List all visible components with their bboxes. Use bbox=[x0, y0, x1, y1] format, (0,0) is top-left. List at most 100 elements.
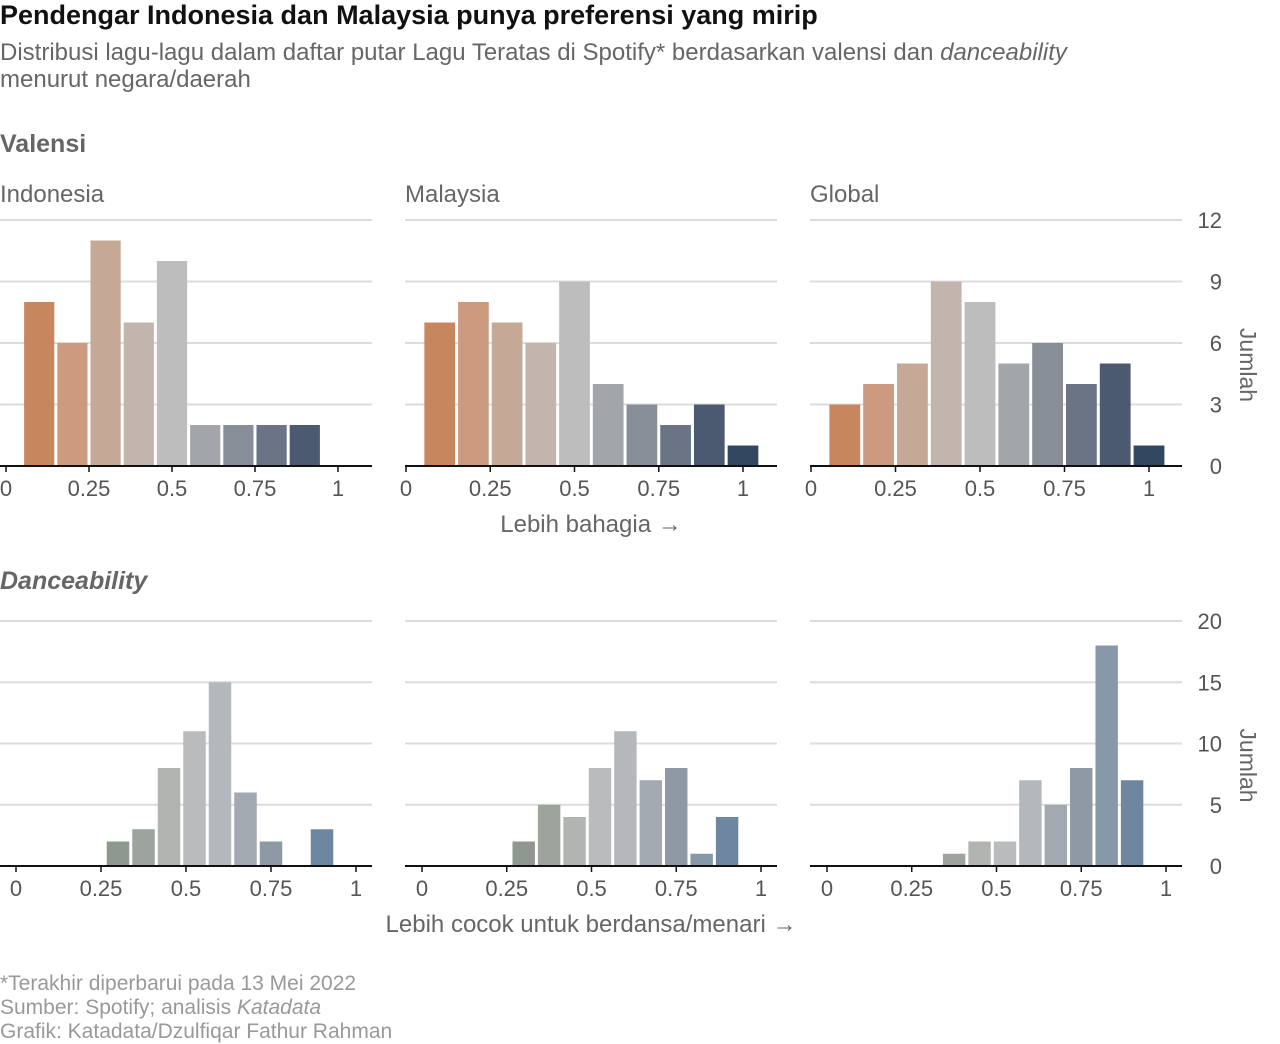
bar-global-bin-7 bbox=[1070, 768, 1093, 866]
chart-subtitle: Distribusi lagu-lagu dalam daftar putar … bbox=[0, 39, 1280, 93]
panel-title-global: Global bbox=[810, 181, 879, 208]
bar-malaysia-bin-9 bbox=[715, 817, 739, 866]
x-tick-label: 0 bbox=[0, 476, 12, 501]
bar-global-bin-4 bbox=[930, 281, 962, 466]
x-tick-label: 0.25 bbox=[469, 476, 512, 501]
bar-malaysia-bin-5 bbox=[614, 731, 637, 866]
subtitle-text: Distribusi lagu-lagu dalam daftar putar … bbox=[0, 39, 941, 66]
bar-indonesia-bin-3 bbox=[157, 768, 181, 866]
x-tick-label: 0.75 bbox=[655, 876, 698, 901]
bar-global-bin-3 bbox=[968, 841, 991, 866]
bar-malaysia-bin-1 bbox=[512, 841, 535, 866]
y-tick-label: 9 bbox=[1210, 270, 1222, 295]
chart-title: Pendengar Indonesia dan Malaysia punya p… bbox=[0, 0, 818, 30]
bar-indonesia-bin-4 bbox=[183, 731, 206, 866]
x-tick-label: 0.5 bbox=[559, 476, 590, 501]
bar-indonesia-bin-6 bbox=[190, 425, 221, 466]
x-tick-label: 0 bbox=[821, 876, 833, 901]
bar-indonesia-bin-2 bbox=[57, 343, 88, 466]
bar-indonesia-bin-5 bbox=[156, 261, 188, 466]
x-tick-label: 1 bbox=[755, 876, 767, 901]
subtitle-line2: menurut negara/daerah bbox=[0, 66, 251, 93]
x-tick-label: 0.25 bbox=[874, 476, 917, 501]
x-tick-label: 0.75 bbox=[1060, 876, 1103, 901]
bar-global-bin-2 bbox=[863, 384, 894, 466]
y-tick-label: 6 bbox=[1210, 331, 1222, 356]
bar-indonesia-bin-9 bbox=[289, 425, 320, 466]
footer-update-note: *Terakhir diperbarui pada 13 Mei 2022 bbox=[0, 972, 357, 995]
bar-indonesia-bin-2 bbox=[132, 829, 155, 866]
x-tick-label: 0 bbox=[805, 476, 817, 501]
bar-indonesia-bin-9 bbox=[310, 829, 334, 866]
x-tick-label: 0.25 bbox=[890, 876, 933, 901]
y-tick-label: 20 bbox=[1198, 609, 1222, 634]
x-tick-label: 1 bbox=[1143, 476, 1155, 501]
x-tick-label: 1 bbox=[350, 876, 362, 901]
bar-global-bin-2 bbox=[942, 853, 966, 866]
x-tick-label: 0 bbox=[400, 476, 412, 501]
bar-indonesia-bin-8 bbox=[256, 425, 287, 466]
x-tick-label: 0.5 bbox=[965, 476, 996, 501]
bar-global-bin-4 bbox=[993, 841, 1017, 866]
bar-global-bin-9 bbox=[1120, 780, 1144, 866]
y-tick-label: 0 bbox=[1210, 454, 1222, 479]
bar-malaysia-bin-4 bbox=[525, 343, 557, 466]
bar-indonesia-bin-6 bbox=[234, 792, 257, 866]
panel-title-indonesia: Indonesia bbox=[0, 181, 105, 208]
bar-indonesia-bin-7 bbox=[223, 425, 254, 466]
x-axis-label: Lebih cocok untuk berdansa/menari → bbox=[386, 911, 797, 938]
x-tick-label: 0.5 bbox=[576, 876, 607, 901]
x-tick-label: 1 bbox=[737, 476, 749, 501]
section-title-valensi: Valensi bbox=[0, 130, 87, 158]
bar-global-bin-7 bbox=[1032, 343, 1063, 466]
bar-malaysia-bin-2 bbox=[537, 804, 561, 866]
bar-malaysia-bin-7 bbox=[665, 768, 688, 866]
x-tick-label: 0.25 bbox=[80, 876, 123, 901]
footer-source: Sumber: Spotify; analisis Katadata bbox=[0, 996, 322, 1019]
bar-global-bin-9 bbox=[1099, 363, 1131, 466]
bar-malaysia-bin-6 bbox=[639, 780, 663, 866]
bar-malaysia-bin-7 bbox=[626, 404, 658, 466]
bar-global-bin-6 bbox=[1044, 804, 1068, 866]
panel-title-malaysia: Malaysia bbox=[405, 181, 500, 208]
bar-malaysia-bin-1 bbox=[424, 322, 456, 466]
bar-malaysia-bin-2 bbox=[458, 302, 489, 466]
bar-malaysia-bin-3 bbox=[563, 817, 586, 866]
bar-global-bin-6 bbox=[998, 363, 1030, 466]
bar-global-bin-5 bbox=[964, 302, 996, 466]
x-tick-label: 0 bbox=[416, 876, 428, 901]
bar-malaysia-bin-5 bbox=[559, 281, 590, 466]
x-tick-label: 0.75 bbox=[1043, 476, 1086, 501]
x-tick-label: 0.25 bbox=[485, 876, 528, 901]
y-tick-label: 5 bbox=[1210, 793, 1222, 818]
y-axis-label: Jumlah bbox=[1235, 328, 1261, 402]
bar-global-bin-1 bbox=[829, 404, 861, 466]
bar-indonesia-bin-1 bbox=[106, 841, 130, 866]
bar-global-bin-3 bbox=[897, 363, 928, 466]
bar-malaysia-bin-6 bbox=[592, 384, 624, 466]
bar-malaysia-bin-4 bbox=[588, 768, 612, 866]
subtitle-italic-term: danceability bbox=[940, 39, 1067, 66]
bar-indonesia-bin-4 bbox=[123, 322, 154, 466]
x-tick-label: 1 bbox=[332, 476, 344, 501]
bar-global-bin-10 bbox=[1133, 445, 1165, 466]
y-tick-label: 15 bbox=[1198, 670, 1222, 695]
bar-malaysia-bin-3 bbox=[491, 322, 523, 466]
y-tick-label: 3 bbox=[1210, 393, 1222, 418]
bar-indonesia-bin-3 bbox=[90, 240, 121, 466]
x-tick-label: 1 bbox=[1160, 876, 1172, 901]
bar-malaysia-bin-8 bbox=[690, 853, 713, 866]
x-axis-label: Lebih bahagia → bbox=[500, 511, 681, 538]
bar-malaysia-bin-10 bbox=[727, 445, 759, 466]
bar-indonesia-bin-5 bbox=[208, 682, 232, 866]
bar-global-bin-8 bbox=[1095, 645, 1118, 866]
x-tick-label: 0.25 bbox=[68, 476, 111, 501]
x-tick-label: 0.75 bbox=[637, 476, 680, 501]
footer-credit: Grafik: Katadata/Dzulfiqar Fathur Rahman bbox=[0, 1020, 393, 1043]
section-title-danceability: Danceability bbox=[0, 567, 148, 595]
bar-malaysia-bin-8 bbox=[660, 425, 691, 466]
y-tick-label: 12 bbox=[1198, 208, 1222, 233]
bar-global-bin-5 bbox=[1019, 780, 1042, 866]
bar-indonesia-bin-7 bbox=[259, 841, 283, 866]
